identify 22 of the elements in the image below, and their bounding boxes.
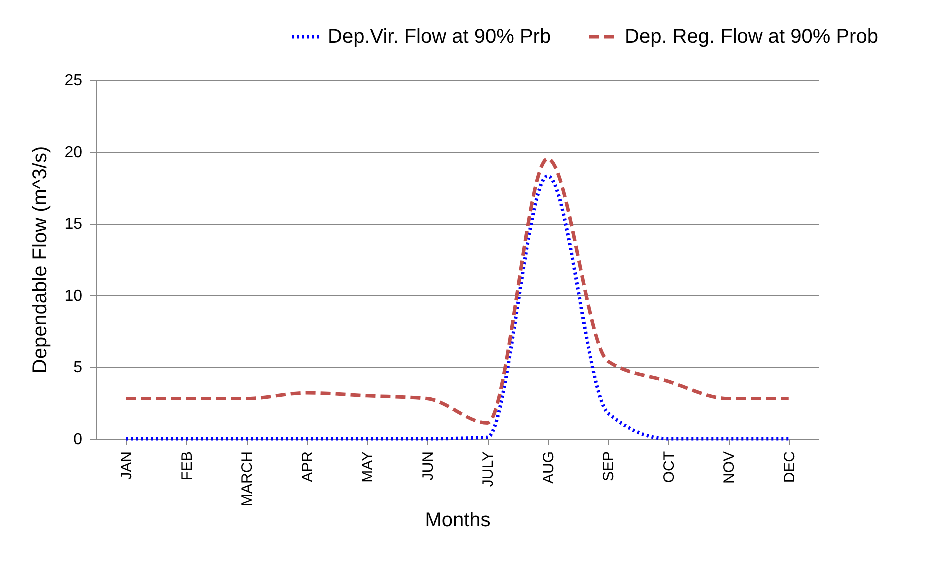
x-tick-label: AUG [540, 452, 558, 484]
y-tick-label: 20 [64, 144, 83, 162]
y-tick-label: 0 [74, 432, 83, 448]
y-tick-label: 25 [64, 72, 83, 90]
y-tick-label: 15 [64, 216, 83, 234]
y-axis-title: Dependable Flow (m^3/s) [30, 146, 52, 374]
legend-label: Dep. Reg. Flow at 90% Prob [625, 26, 878, 48]
x-tick-label: DEC [781, 451, 798, 484]
x-tick-label: APR [299, 451, 316, 482]
x-tick-label: JUN [420, 452, 437, 481]
x-tick-label: OCT [660, 452, 678, 484]
x-tick-label: SEP [600, 452, 618, 482]
x-tick-label: JULY [480, 452, 498, 488]
x-tick-label: FEB [178, 452, 196, 481]
x-tick-label: JAN [118, 452, 136, 480]
x-tick-label: NOV [721, 452, 738, 484]
y-tick-label: 5 [74, 360, 83, 377]
x-tick-label: MARCH [239, 452, 256, 506]
x-axis-title: Months [425, 510, 491, 532]
legend-label: Dep.Vir. Flow at 90% Prb [328, 26, 552, 48]
y-tick-label: 10 [64, 288, 83, 305]
x-tick-label: MAY [360, 452, 377, 483]
